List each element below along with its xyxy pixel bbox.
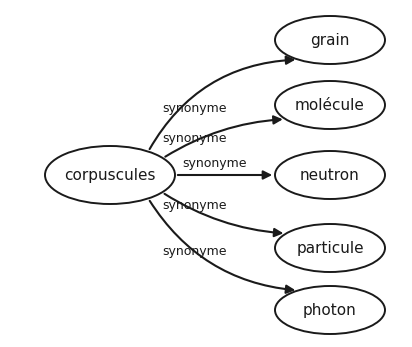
Text: synonyme: synonyme — [183, 156, 247, 169]
Text: neutron: neutron — [300, 168, 360, 183]
Ellipse shape — [275, 224, 385, 272]
Text: synonyme: synonyme — [163, 198, 227, 212]
Text: particule: particule — [296, 240, 364, 255]
FancyArrowPatch shape — [150, 57, 293, 149]
Text: photon: photon — [303, 303, 357, 318]
FancyArrowPatch shape — [164, 194, 281, 236]
FancyArrowPatch shape — [150, 201, 293, 293]
FancyArrowPatch shape — [178, 171, 270, 179]
Text: corpuscules: corpuscules — [64, 168, 156, 183]
FancyArrowPatch shape — [165, 116, 281, 157]
Ellipse shape — [275, 151, 385, 199]
Text: synonyme: synonyme — [163, 102, 227, 115]
Ellipse shape — [275, 16, 385, 64]
Text: synonyme: synonyme — [163, 245, 227, 259]
Text: synonyme: synonyme — [163, 132, 227, 144]
Ellipse shape — [275, 81, 385, 129]
Text: grain: grain — [310, 33, 350, 48]
Ellipse shape — [275, 286, 385, 334]
Text: molécule: molécule — [295, 98, 365, 112]
Ellipse shape — [45, 146, 175, 204]
